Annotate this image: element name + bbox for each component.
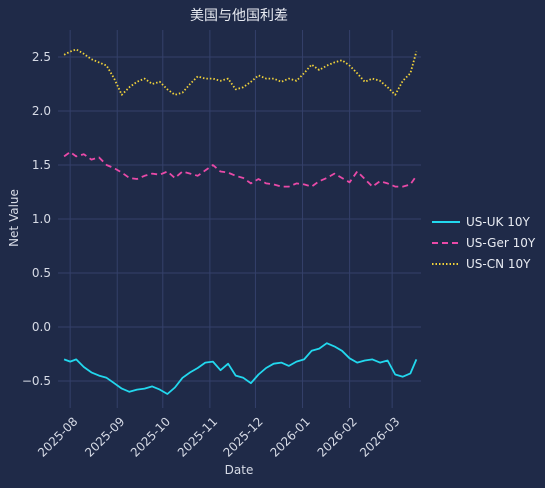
y-tick-label: 0.5 (32, 266, 51, 280)
grid (58, 30, 421, 408)
y-tick-label: 2.0 (32, 104, 51, 118)
series-line-us-cn-10y (63, 48, 418, 96)
legend-label: US-UK 10Y (466, 215, 530, 229)
y-tick-label: 0.0 (32, 320, 51, 334)
legend-label: US-Ger 10Y (466, 236, 536, 250)
legend: US-UK 10Y US-Ger 10Y US-CN 10Y (432, 215, 536, 271)
series-line-us-ger-10y (63, 151, 418, 188)
y-axis-ticks: −0.5 0.0 0.5 1.0 1.5 2.0 2.5 (22, 50, 51, 388)
y-tick-label: 1.0 (32, 212, 51, 226)
chart-title: 美国与他国利差 (190, 8, 288, 24)
y-axis-title: Net Value (7, 189, 21, 247)
y-tick-label: 1.5 (32, 158, 51, 172)
y-tick-label: 2.5 (32, 50, 51, 64)
series-line-us-uk-10y (63, 342, 418, 395)
x-axis-title: Date (225, 463, 254, 477)
legend-label: US-CN 10Y (466, 257, 531, 271)
series-lines (63, 48, 418, 395)
y-tick-label: −0.5 (22, 374, 51, 388)
